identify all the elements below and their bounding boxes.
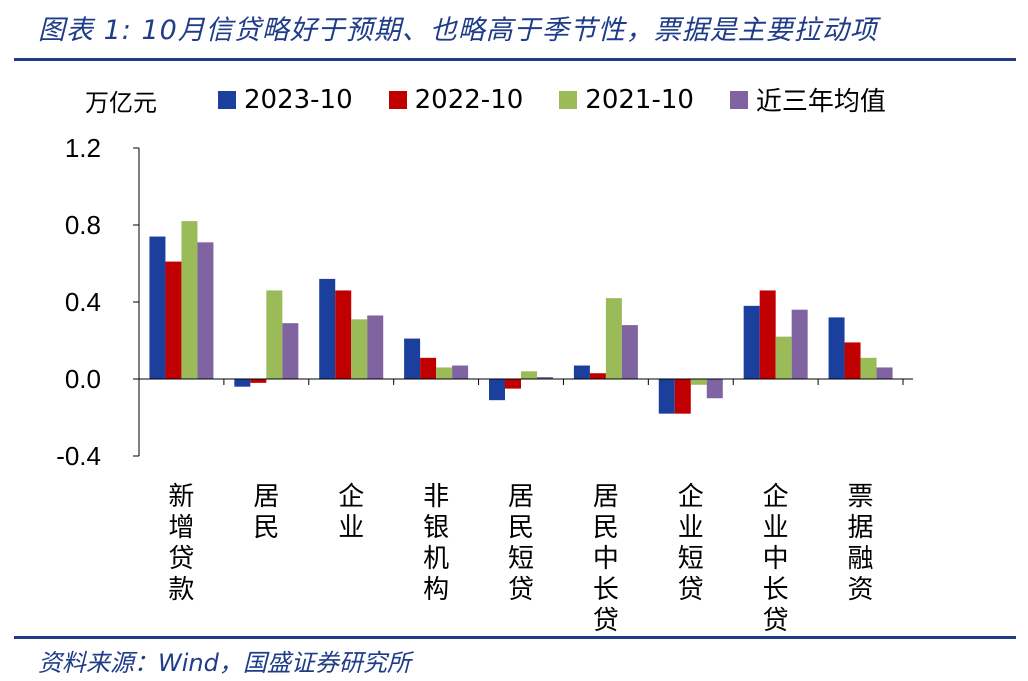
bar-近三年均值-新增贷款 [197,242,214,379]
bar-2021-10-居民中长贷 [605,298,622,379]
bar-2022-10-票据融资 [844,342,861,379]
x-category-label: 票据融资 [848,482,874,605]
bar-2023-10-居民中长贷 [573,365,590,379]
x-category-label: 居民中长贷 [593,482,619,636]
legend-swatch-2021-10 [559,90,578,109]
legend-item-2023-10: 2023-10 [218,85,353,115]
y-tick-label: 0.0 [65,364,101,394]
bar-2023-10-新增贷款 [149,236,166,379]
bar-近三年均值-企业 [367,315,384,379]
bar-2023-10-企业 [319,278,336,379]
bar-2022-10-企业短贷 [674,379,691,414]
x-category-label: 企业中长贷 [763,482,789,636]
y-tick-label: 1.2 [65,133,101,163]
bar-2023-10-企业中长贷 [743,305,760,379]
bar-2023-10-票据融资 [828,317,845,379]
bar-近三年均值-票据融资 [876,367,893,379]
x-category-label: 企业短贷 [678,482,704,605]
bar-2021-10-居民 [266,290,283,379]
bar-2023-10-企业短贷 [658,379,675,414]
bar-2022-10-企业中长贷 [759,290,776,379]
bar-2021-10-企业中长贷 [775,336,792,379]
bar-2022-10-居民短贷 [505,379,521,389]
bar-近三年均值-企业中长贷 [791,309,808,379]
bar-近三年均值-居民中长贷 [621,325,638,379]
bar-2023-10-非银机构 [404,338,421,379]
legend-label-2023-10: 2023-10 [244,84,353,115]
legend-swatch-three-year-avg [729,90,748,109]
legend-item-three-year-avg: 近三年均值 [729,81,886,118]
bar-2021-10-票据融资 [860,357,877,379]
bar-近三年均值-居民短贷 [537,377,553,379]
bar-2022-10-企业 [335,290,352,379]
legend-swatch-2022-10 [388,90,407,109]
y-tick-label: -0.4 [56,441,101,471]
bar-2022-10-新增贷款 [165,261,182,379]
bar-2022-10-非银机构 [420,357,437,379]
legend-item-2022-10: 2022-10 [388,84,524,115]
chart-legend: 2023-10 2022-10 2021-10 近三年均值 [218,81,922,118]
bar-近三年均值-企业短贷 [706,379,723,399]
bar-2021-10-新增贷款 [181,221,198,379]
source-note: 资料来源：Wind，国盛证券研究所 [38,649,411,677]
bar-2022-10-居民中长贷 [589,373,606,379]
x-category-label: 居民短贷 [508,482,534,605]
footer-divider [14,636,1016,639]
legend-label-2022-10: 2022-10 [414,84,524,115]
bar-2023-10-居民短贷 [489,379,505,401]
x-category-label: 新增贷款 [168,482,194,605]
legend-label-three-year-avg: 近三年均值 [755,87,886,117]
x-category-label: 居民 [253,482,279,543]
bar-2021-10-企业短贷 [690,379,707,385]
bar-2021-10-企业 [351,319,368,379]
bar-近三年均值-居民 [282,323,299,379]
legend-item-2021-10: 2021-10 [559,85,694,115]
x-category-label: 非银机构 [423,482,449,605]
bar-2021-10-非银机构 [436,367,453,379]
y-tick-label: 0.4 [65,287,101,317]
x-category-label: 企业 [338,482,364,543]
chart-title: 图表 1: 10月信贷略好于预期、也略高于季节性，票据是主要拉动项 [38,15,878,46]
bar-2022-10-居民 [250,379,267,383]
y-axis-unit-label: 万亿元 [85,89,157,117]
bar-近三年均值-非银机构 [452,365,469,379]
y-tick-label: 0.8 [65,210,101,240]
bar-2023-10-居民 [234,379,251,387]
legend-swatch-2023-10 [218,90,236,109]
legend-label-2021-10: 2021-10 [585,84,694,115]
title-divider [14,58,1016,61]
bar-2021-10-居民短贷 [521,371,537,379]
